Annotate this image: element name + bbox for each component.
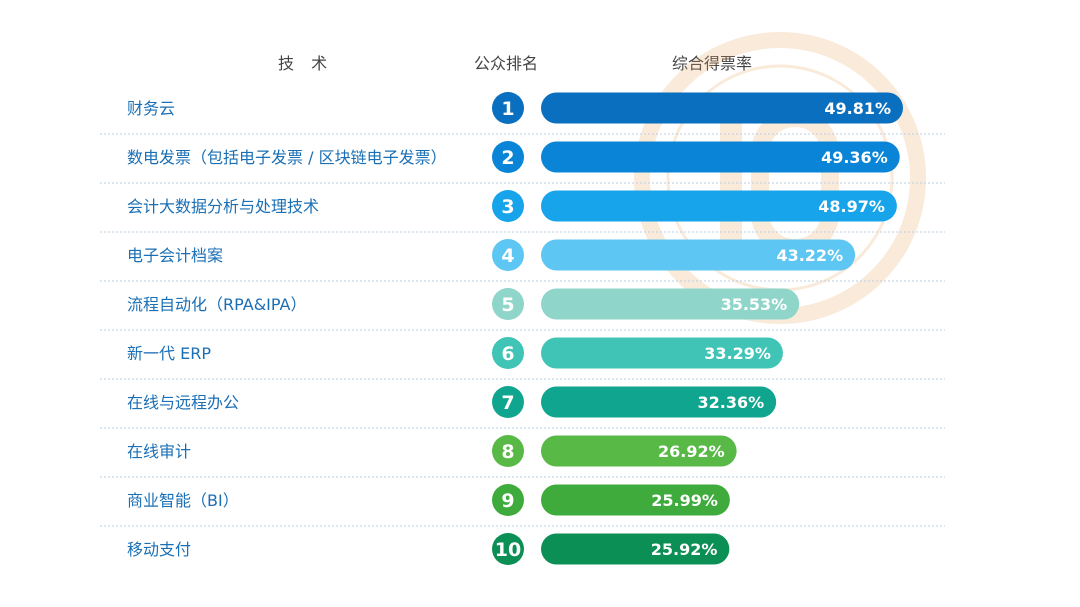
rank-number: 7 [501,392,514,414]
rank-number: 1 [501,98,514,120]
score-value-label: 48.97% [818,197,885,216]
rank-number: 9 [501,490,514,512]
score-bar [541,288,800,320]
score-bar [541,190,897,222]
score-bar [541,141,900,173]
category-label: 数电发票（包括电子发票 / 区块链电子发票） [127,148,447,167]
rank-number: 10 [495,539,521,561]
score-value-label: 33.29% [704,344,771,363]
category-label: 移动支付 [127,540,191,559]
category-label: 财务云 [127,99,175,118]
rank-number: 4 [501,245,514,267]
header-rank: 公众排名 [474,54,539,73]
score-bar [541,533,730,565]
score-value-label: 49.36% [821,148,888,167]
rank-badge [492,92,524,124]
score-value-label: 25.99% [651,491,718,510]
rank-badge [492,190,524,222]
score-bar [541,484,730,516]
category-label: 流程自动化（RPA&IPA） [127,295,306,314]
rank-badge [492,533,524,565]
rank-badge [492,386,524,418]
header-technology: 技 术 [278,54,334,73]
rank-number: 6 [501,343,514,365]
category-label: 电子会计档案 [127,246,223,265]
rank-badge [492,337,524,369]
score-bar [541,386,777,418]
category-label: 商业智能（BI） [127,491,239,510]
score-value-label: 26.92% [658,442,725,461]
category-label: 在线与远程办公 [127,393,239,412]
score-bar [541,239,856,271]
score-value-label: 25.92% [651,540,718,559]
rank-number: 2 [501,147,514,169]
rank-number: 3 [501,196,514,218]
score-value-label: 32.36% [698,393,765,412]
header-score: 综合得票率 [672,54,753,73]
rank-number: 8 [501,441,514,463]
rank-badge [492,239,524,271]
score-value-label: 35.53% [721,295,788,314]
rank-number: 5 [501,294,514,316]
category-label: 新一代 ERP [127,344,211,363]
category-label: 在线审计 [127,442,191,461]
score-bar [541,435,737,467]
score-bar [541,92,903,124]
score-bar [541,337,783,369]
rank-badge [492,484,524,516]
rank-badge [492,288,524,320]
rank-badge [492,141,524,173]
rank-badge [492,435,524,467]
score-value-label: 49.81% [824,99,891,118]
score-value-label: 43.22% [776,246,843,265]
category-label: 会计大数据分析与处理技术 [127,197,319,216]
